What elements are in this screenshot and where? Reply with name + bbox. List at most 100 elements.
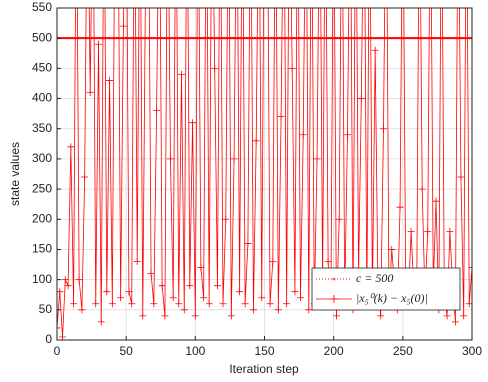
point-marker bbox=[180, 306, 188, 314]
point-marker bbox=[249, 306, 257, 314]
point-marker bbox=[197, 264, 205, 272]
point-marker bbox=[258, 294, 266, 302]
point-marker bbox=[169, 294, 177, 302]
axes: 0 50 100 150 200 250 300 0 50 100 150 200 250 300 350 4… bbox=[32, 0, 482, 358]
point-marker bbox=[377, 312, 385, 320]
y-tick-label: 100 bbox=[32, 272, 52, 286]
point-marker bbox=[117, 294, 125, 302]
point-marker bbox=[388, 245, 396, 253]
point-marker bbox=[266, 300, 274, 308]
point-marker bbox=[396, 203, 404, 211]
point-marker bbox=[277, 113, 285, 121]
point-marker bbox=[222, 215, 230, 223]
y-tick-label: 250 bbox=[32, 181, 52, 195]
y-tick-label: 350 bbox=[32, 121, 52, 135]
y-tick-label: 150 bbox=[32, 242, 52, 256]
y-axis-label: state values bbox=[8, 142, 22, 206]
point-marker bbox=[97, 318, 105, 326]
point-marker bbox=[371, 46, 379, 54]
y-tick-label: 400 bbox=[32, 91, 52, 105]
point-marker bbox=[379, 125, 387, 133]
point-marker bbox=[332, 312, 340, 320]
legend: c = 500 |x₅⁰(k) − x₅(0)| bbox=[311, 267, 461, 311]
legend-marker bbox=[332, 277, 336, 281]
point-marker bbox=[178, 70, 185, 78]
point-marker bbox=[75, 276, 83, 284]
point-marker bbox=[313, 155, 321, 163]
legend-label: c = 500 bbox=[356, 271, 393, 285]
point-marker bbox=[133, 258, 141, 266]
x-tick-label: 0 bbox=[54, 344, 61, 358]
point-marker bbox=[299, 131, 307, 139]
point-marker bbox=[103, 288, 111, 296]
point-marker bbox=[407, 227, 415, 235]
point-marker bbox=[147, 270, 155, 278]
point-marker bbox=[86, 89, 94, 97]
point-marker bbox=[432, 197, 440, 205]
y-tick-label: 300 bbox=[32, 151, 52, 165]
x-tick-label: 50 bbox=[119, 344, 133, 358]
x-tick-label: 300 bbox=[462, 344, 482, 358]
point-marker bbox=[59, 333, 67, 340]
point-marker bbox=[189, 119, 197, 127]
point-marker bbox=[227, 312, 235, 320]
point-marker bbox=[78, 306, 86, 314]
point-marker bbox=[200, 294, 208, 302]
point-marker bbox=[344, 131, 351, 139]
point-marker bbox=[291, 288, 299, 296]
y-tick-label: 200 bbox=[32, 211, 52, 225]
x-tick-label: 200 bbox=[324, 344, 344, 358]
y-tick-label: 450 bbox=[32, 61, 52, 75]
legend-marker bbox=[330, 295, 338, 303]
legend-box bbox=[311, 267, 461, 311]
point-marker bbox=[106, 76, 114, 84]
point-marker bbox=[67, 143, 75, 151]
y-tick-label: 50 bbox=[39, 302, 53, 316]
point-marker bbox=[175, 300, 183, 308]
point-marker bbox=[57, 324, 61, 332]
point-marker bbox=[158, 282, 166, 290]
y-tick-label: 0 bbox=[45, 332, 52, 346]
point-marker bbox=[269, 258, 277, 266]
point-marker bbox=[274, 306, 282, 314]
point-marker bbox=[108, 300, 116, 308]
point-marker bbox=[161, 312, 169, 320]
point-marker bbox=[64, 282, 72, 290]
point-marker bbox=[139, 312, 147, 320]
point-marker bbox=[213, 282, 221, 290]
point-marker bbox=[324, 258, 332, 266]
x-axis-label: Iteration step bbox=[229, 362, 299, 376]
point-marker bbox=[119, 22, 127, 30]
point-marker bbox=[186, 282, 194, 290]
x-tick-label: 100 bbox=[185, 344, 205, 358]
point-marker bbox=[81, 173, 89, 181]
point-marker bbox=[150, 300, 158, 308]
point-marker bbox=[230, 155, 238, 163]
point-marker bbox=[219, 300, 227, 308]
point-marker bbox=[236, 288, 244, 296]
point-marker bbox=[457, 173, 465, 181]
point-marker bbox=[244, 239, 252, 247]
x-tick-label: 250 bbox=[393, 344, 413, 358]
point-marker bbox=[446, 227, 454, 235]
point-marker bbox=[205, 300, 213, 308]
point-marker bbox=[166, 155, 174, 163]
point-marker bbox=[305, 306, 313, 314]
point-marker bbox=[451, 318, 459, 326]
point-marker bbox=[191, 312, 199, 320]
point-marker bbox=[125, 288, 133, 296]
point-marker bbox=[211, 64, 219, 72]
point-marker bbox=[443, 312, 451, 320]
point-marker bbox=[460, 312, 468, 320]
point-marker bbox=[92, 300, 100, 308]
x-tick-label: 150 bbox=[254, 344, 274, 358]
point-marker bbox=[128, 300, 136, 308]
legend-label: |x₅⁰(k) − x₅(0)| bbox=[356, 291, 428, 305]
point-marker bbox=[418, 185, 426, 193]
point-marker bbox=[468, 264, 472, 272]
point-marker bbox=[95, 40, 102, 48]
y-tick-label: 500 bbox=[32, 30, 52, 44]
point-marker bbox=[288, 64, 296, 72]
point-marker bbox=[296, 294, 304, 302]
